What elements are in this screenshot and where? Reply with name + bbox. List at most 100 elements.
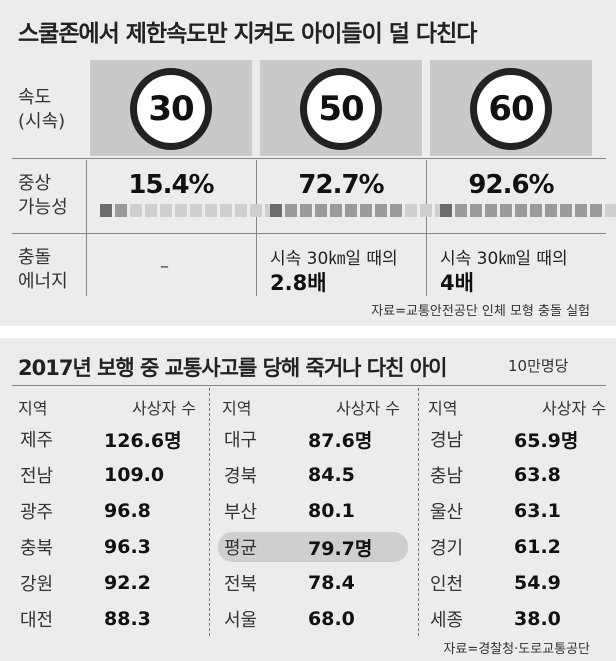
region-name: 대전 bbox=[20, 610, 54, 631]
injury-bar-segment bbox=[485, 204, 497, 217]
column-divider bbox=[86, 160, 87, 296]
table-row: 경기 61.2 bbox=[424, 529, 614, 565]
injury-bar-segment bbox=[375, 204, 387, 217]
injury-bar-segment bbox=[130, 204, 142, 217]
region-name: 전남 bbox=[20, 466, 54, 487]
casualty-value: 63.8 bbox=[514, 464, 561, 486]
injury-bar-segment bbox=[190, 204, 202, 217]
casualty-value: 54.9 bbox=[514, 572, 561, 594]
unit-label: 10만명당 bbox=[508, 357, 569, 375]
injury-bar-segment bbox=[175, 204, 187, 217]
injury-bar-segment bbox=[515, 204, 527, 217]
table-header: 지역 사상자 수 bbox=[424, 395, 614, 421]
region-name: 울산 bbox=[430, 502, 464, 523]
table-row: 광주 96.8 bbox=[14, 493, 204, 529]
injury-bar-segment bbox=[160, 204, 172, 217]
table-row: 충북 96.3 bbox=[14, 529, 204, 565]
casualty-panel: 2017년 보행 중 교통사고를 당해 죽거나 다친 아이 10만명당 지역 사상… bbox=[0, 338, 616, 661]
region-name: 전북 bbox=[224, 574, 258, 595]
column-divider bbox=[256, 160, 257, 296]
injury-bar-segment bbox=[440, 204, 452, 217]
speed-injury-panel: 스쿨존에서 제한속도만 지켜도 아이들이 덜 다친다 속도 (시속) 중상 가능… bbox=[0, 0, 616, 326]
energy-value-30: – bbox=[160, 256, 169, 277]
injury-value-60: 92.6% bbox=[468, 170, 554, 200]
injury-bar-segment bbox=[390, 204, 402, 217]
header-region: 지역 bbox=[222, 399, 252, 418]
divider bbox=[12, 158, 606, 159]
table-header: 지역 사상자 수 bbox=[218, 395, 408, 421]
region-name: 평균 bbox=[224, 538, 258, 559]
injury-bar-segment bbox=[345, 204, 357, 217]
header-value: 사상자 수 bbox=[132, 399, 196, 418]
table-row: 인천 54.9 bbox=[424, 565, 614, 601]
table-row: 전남 109.0 bbox=[14, 457, 204, 493]
average-row: 평균 79.7명 bbox=[218, 532, 408, 562]
speed-sign-box-50: 50 bbox=[260, 60, 422, 156]
injury-bar-segment bbox=[575, 204, 587, 217]
casualty-value: 96.8 bbox=[104, 500, 151, 522]
injury-bar-segment bbox=[545, 204, 557, 217]
table-row: 세종 38.0 bbox=[424, 601, 614, 637]
table-row: 부산 80.1 bbox=[218, 493, 408, 529]
injury-bar-segment bbox=[205, 204, 217, 217]
source-note: 자료=교통안전공단 인체 모형 충돌 실험 bbox=[371, 304, 590, 319]
injury-bar-segment bbox=[590, 204, 602, 217]
casualty-value: 38.0 bbox=[514, 608, 561, 630]
injury-bar-segment bbox=[315, 204, 327, 217]
injury-bar-segment bbox=[270, 204, 282, 217]
region-name: 충북 bbox=[20, 538, 54, 559]
column-divider bbox=[418, 388, 419, 636]
injury-bar-segment bbox=[500, 204, 512, 217]
table-row: 서울 68.0 bbox=[218, 601, 408, 637]
energy-value-60: 4배 bbox=[440, 271, 474, 295]
header-region: 지역 bbox=[428, 399, 458, 418]
speed-sign-box-30: 30 bbox=[90, 60, 252, 156]
casualty-value: 78.4 bbox=[308, 572, 355, 594]
casualty-value: 65.9명 bbox=[514, 429, 579, 452]
table-row: 충남 63.8 bbox=[424, 457, 614, 493]
table-row: 경북 84.5 bbox=[218, 457, 408, 493]
injury-bar-30 bbox=[100, 204, 277, 217]
speed-row-label: 속도 (시속) bbox=[18, 87, 66, 132]
casualty-value: 87.6명 bbox=[308, 429, 373, 452]
region-name: 광주 bbox=[20, 502, 54, 523]
table-row: 대전 88.3 bbox=[14, 601, 204, 637]
speed-sign-box-60: 60 bbox=[430, 60, 592, 156]
speed-limit-sign-icon: 30 bbox=[130, 68, 212, 150]
casualty-value: 68.0 bbox=[308, 608, 355, 630]
table-row: 강원 92.2 bbox=[14, 565, 204, 601]
injury-bar-segment bbox=[235, 204, 247, 217]
injury-bar-segment bbox=[145, 204, 157, 217]
injury-value-50: 72.7% bbox=[298, 170, 384, 200]
energy-row-label: 충돌 에너지 bbox=[18, 247, 68, 292]
casualty-value: 63.1 bbox=[514, 500, 561, 522]
casualty-value: 79.7명 bbox=[308, 537, 373, 560]
region-name: 경기 bbox=[430, 538, 464, 559]
table-header: 지역 사상자 수 bbox=[14, 395, 204, 421]
injury-bar-60 bbox=[440, 204, 616, 217]
region-name: 대구 bbox=[224, 430, 258, 451]
casualty-value: 126.6명 bbox=[104, 429, 182, 452]
region-name: 부산 bbox=[224, 502, 258, 523]
injury-bar-segment bbox=[455, 204, 467, 217]
injury-bar-segment bbox=[530, 204, 542, 217]
region-name: 경북 bbox=[224, 466, 258, 487]
table-row: 경남 65.9명 bbox=[424, 421, 614, 457]
speed-limit-sign-icon: 50 bbox=[300, 68, 382, 150]
panel-title: 2017년 보행 중 교통사고를 당해 죽거나 다친 아이 bbox=[18, 356, 447, 380]
column-divider bbox=[209, 388, 210, 636]
casualty-value: 88.3 bbox=[104, 608, 151, 630]
table-row: 제주 126.6명 bbox=[14, 421, 204, 457]
divider bbox=[12, 385, 606, 386]
region-name: 제주 bbox=[20, 430, 54, 451]
region-name: 경남 bbox=[430, 430, 464, 451]
injury-bar-segment bbox=[330, 204, 342, 217]
table-row: 대구 87.6명 bbox=[218, 421, 408, 457]
header-region: 지역 bbox=[18, 399, 48, 418]
panel-title: 스쿨존에서 제한속도만 지켜도 아이들이 덜 다친다 bbox=[18, 21, 477, 47]
injury-bar-segment bbox=[360, 204, 372, 217]
injury-bar-segment bbox=[250, 204, 262, 217]
injury-bar-segment bbox=[560, 204, 572, 217]
